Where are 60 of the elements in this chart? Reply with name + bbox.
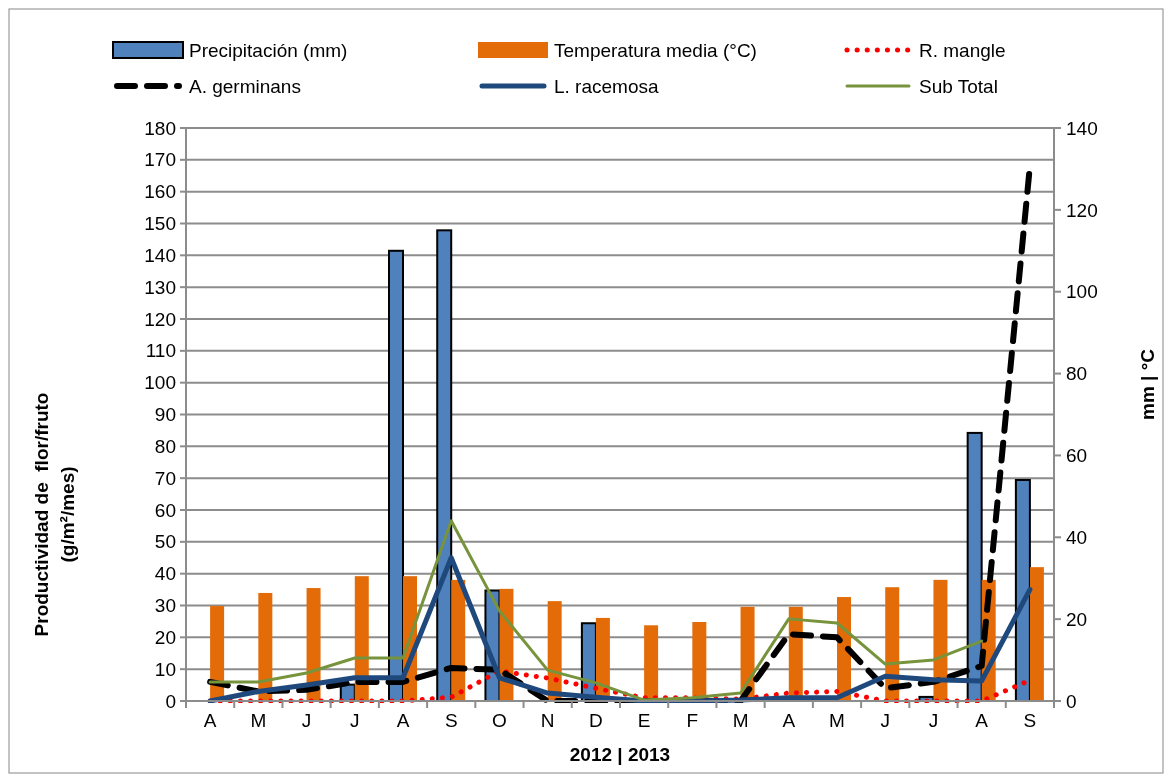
legend-label: R. mangle [919,39,1006,61]
bar [933,579,948,701]
y-tick-label: 0 [165,690,176,712]
x-tick-label: A [203,710,217,731]
bar [1014,478,1031,702]
bar [258,592,273,701]
x-axis-title: 2012 | 2013 [569,744,671,765]
x-tick-label: M [829,710,845,731]
x-tick-label: A [396,710,410,731]
x-tick-label: F [686,710,699,731]
x-tick-label: D [589,710,603,731]
y-axis-title: Productividad de flor/fruto (g/m²/mes) [31,392,78,637]
x-tick-label: J [350,710,360,731]
y-tick-label: 180 [144,117,176,139]
x-tick-label: A [975,710,989,731]
legend-label: L. racemosa [554,75,659,97]
x-tick-label: S [1023,710,1037,731]
y-tick-label: 110 [145,340,176,362]
y-tick-label: 160 [144,181,176,203]
x-tick-label: A [782,710,796,731]
y-tick-label: 100 [144,372,176,394]
line-series [208,519,984,702]
legend-label: Temperatura media (°C) [554,39,757,61]
y-tick-label: 130 [144,276,176,298]
y2-tick-label: 100 [1066,281,1098,303]
y2-tick-label: 40 [1066,526,1088,548]
y2-tick-label: 80 [1066,363,1088,385]
y2-tick-label: 60 [1066,445,1088,467]
x-tick-label: O [492,710,507,731]
legend-label: Sub Total [919,75,998,97]
y-tick-label: 30 [154,595,176,617]
legend-label: A. germinans [189,75,301,97]
y2-tick-label: 20 [1066,608,1088,630]
x-tick-label: N [540,710,555,731]
y-tick-label: 170 [144,149,176,171]
y-tick-label: 50 [154,531,176,553]
y-tick-label: 80 [154,435,176,457]
x-tick-label: J [301,710,312,731]
y2-tick-label: 140 [1066,117,1098,139]
y-tick-label: 20 [154,626,176,648]
x-tick-label: E [637,710,651,731]
bar [1029,567,1044,701]
x-tick-label: M [250,710,267,731]
y-tick-label: 120 [144,308,176,330]
x-tick-label: J [880,710,890,731]
x-tick-label: J [928,710,939,731]
y-tick-label: 40 [154,563,176,585]
legend-label: Precipitación (mm) [189,39,348,61]
y-tick-label: 60 [154,499,176,521]
y-tick-label: 10 [154,658,176,680]
x-tick-label: M [732,710,749,731]
x-tick-label: S [444,710,458,731]
y2-axis-title: mm | °C [1137,348,1158,420]
y-tick-label: 150 [144,213,176,235]
y2-tick-label: 0 [1066,690,1077,712]
y2-tick-label: 120 [1066,199,1098,221]
y-tick-label: 90 [154,404,176,426]
y-tick-label: 70 [154,467,176,489]
y-tick-label: 140 [144,244,176,266]
bar [644,625,659,701]
